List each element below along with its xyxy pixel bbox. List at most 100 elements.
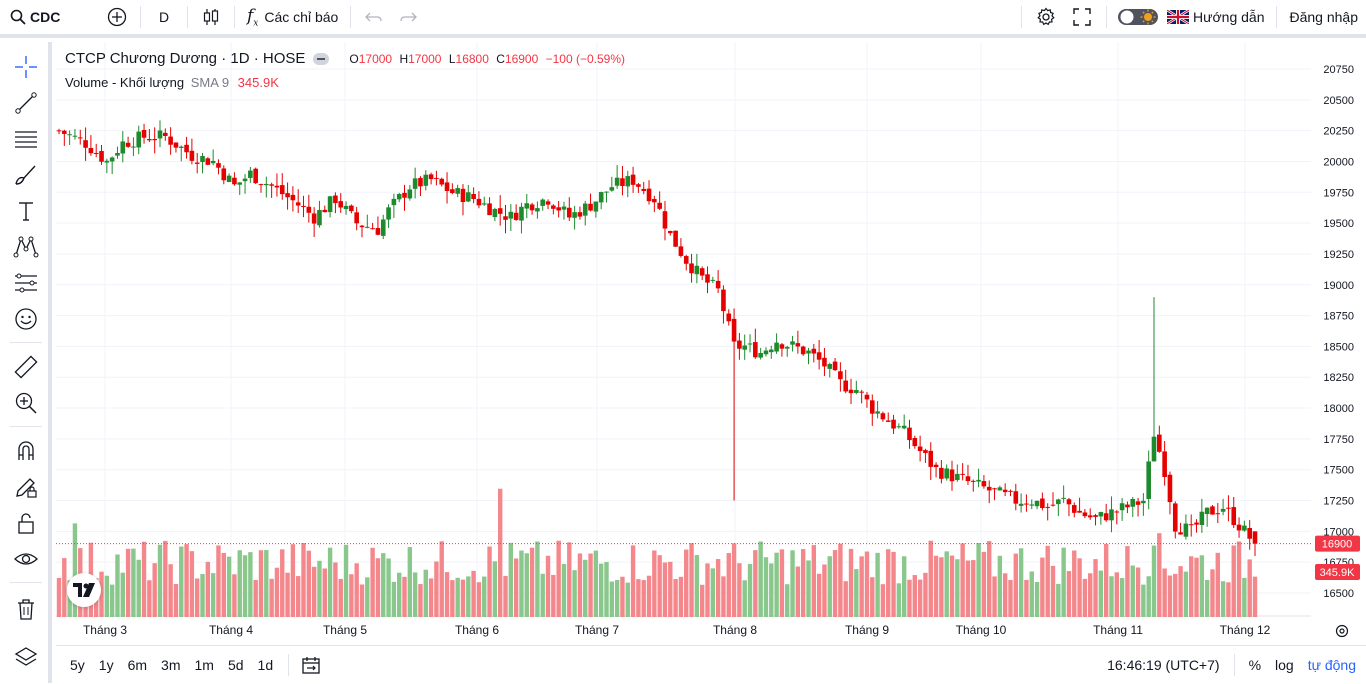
candle-body xyxy=(1215,513,1221,515)
y-tick-label: 19250 xyxy=(1323,249,1354,261)
tradingview-logo[interactable] xyxy=(67,573,101,607)
symbol-label: CDC xyxy=(30,9,61,25)
volume-bar xyxy=(115,554,120,617)
lock-tool[interactable] xyxy=(8,508,44,538)
brush-tool[interactable] xyxy=(8,160,44,190)
theme-toggle[interactable] xyxy=(1113,0,1163,36)
percent-toggle[interactable]: % xyxy=(1248,657,1262,673)
interval-label: D xyxy=(158,9,170,25)
volume-bar xyxy=(774,552,779,617)
chart-area[interactable]: 20750 20500 20250 20000 19750 19500 19250 19000… xyxy=(56,42,1366,645)
candle-body xyxy=(1119,503,1125,511)
ruler-tool[interactable] xyxy=(8,352,44,382)
candle-body xyxy=(386,207,391,220)
candle-body xyxy=(529,204,535,211)
trendline-tool[interactable] xyxy=(8,88,44,118)
y-tick-label: 17250 xyxy=(1323,496,1354,508)
volume-bar xyxy=(157,544,163,617)
y-tick-label: 20500 xyxy=(1323,95,1354,107)
volume-bar xyxy=(1050,565,1056,617)
visibility-tool[interactable] xyxy=(8,544,44,574)
magnet-tool[interactable] xyxy=(8,436,44,466)
compare-button[interactable] xyxy=(100,0,134,36)
timeframe-1m[interactable]: 1m xyxy=(194,656,214,673)
timeframe-1d[interactable]: 1d xyxy=(257,656,274,673)
crosshair-tool[interactable] xyxy=(8,52,44,82)
volume-bar xyxy=(928,540,933,617)
volume-bar xyxy=(1002,573,1008,617)
undo-icon xyxy=(365,12,382,22)
pattern-tool[interactable] xyxy=(8,232,44,262)
volume-bar xyxy=(125,548,131,617)
candle-body xyxy=(147,139,152,141)
candle-body xyxy=(1056,499,1061,505)
axis-settings-icon-center xyxy=(1339,628,1345,634)
divider xyxy=(1233,654,1235,676)
x-tick-label: Tháng 6 xyxy=(455,623,499,637)
candle-body xyxy=(1252,531,1258,544)
symbol-search[interactable]: CDC xyxy=(0,0,100,36)
volume-bar xyxy=(450,580,455,617)
volume-bar xyxy=(195,578,200,617)
settings-button[interactable] xyxy=(1028,0,1064,36)
timeframe-3m[interactable]: 3m xyxy=(161,656,181,673)
timeframe-5d[interactable]: 5d xyxy=(227,656,244,673)
fib-tool[interactable] xyxy=(8,124,44,154)
low-value: 16800 xyxy=(455,51,489,66)
measure-tool[interactable] xyxy=(8,268,44,298)
lock-drawings-tool[interactable] xyxy=(8,472,44,502)
login-button[interactable]: Đăng nhập xyxy=(1283,0,1366,36)
volume-bar xyxy=(721,576,726,617)
log-toggle[interactable]: log xyxy=(1275,657,1294,673)
text-icon xyxy=(19,202,33,221)
timeframe-5y[interactable]: 5y xyxy=(70,656,85,673)
drawing-toolbar xyxy=(0,42,52,683)
auto-scale-toggle[interactable]: tự động xyxy=(1307,657,1356,673)
guide-link[interactable]: Hướng dẫn xyxy=(1163,0,1270,36)
text-tool[interactable] xyxy=(8,196,44,226)
interval-button[interactable]: D xyxy=(147,0,181,36)
remove-drawings-tool[interactable] xyxy=(8,594,44,624)
volume-bar xyxy=(524,553,529,617)
redo-button[interactable] xyxy=(391,0,425,36)
volume-bar xyxy=(189,551,195,617)
indicators-button[interactable]: fx Các chỉ báo xyxy=(241,0,344,36)
candle-body xyxy=(418,177,423,187)
candle-body xyxy=(1172,503,1178,532)
high-value: 17000 xyxy=(408,51,442,66)
volume-bar xyxy=(184,544,189,617)
price-chart[interactable]: 20750 20500 20250 20000 19750 19500 19250 19000… xyxy=(56,42,1366,645)
date-range-button[interactable] xyxy=(301,655,321,675)
trash-icon xyxy=(18,599,34,620)
candle-body xyxy=(242,178,248,182)
candle-body xyxy=(843,380,849,392)
candle-body xyxy=(795,343,801,347)
volume-bar xyxy=(62,558,67,617)
volume-bar xyxy=(875,552,880,617)
fullscreen-button[interactable] xyxy=(1064,0,1100,36)
volume-bar xyxy=(556,540,561,617)
volume-bar xyxy=(296,576,301,617)
collapse-legend-icon[interactable] xyxy=(313,52,330,65)
y-tick-label: 18250 xyxy=(1323,372,1354,384)
object-tree-tool[interactable] xyxy=(8,642,44,672)
volume-bar xyxy=(912,575,918,617)
clock-label[interactable]: 16:46:19 (UTC+7) xyxy=(1107,657,1220,673)
zoom-tool[interactable] xyxy=(8,388,44,418)
fullscreen-icon xyxy=(1073,8,1091,26)
volume-bar xyxy=(1146,576,1151,617)
timeframe-1y[interactable]: 1y xyxy=(98,656,114,673)
candle-body xyxy=(986,486,992,491)
undo-button[interactable] xyxy=(357,0,391,36)
volume-bar xyxy=(1013,553,1018,617)
volume-bar xyxy=(1194,557,1199,617)
candle-body xyxy=(1247,527,1252,539)
volume-bar xyxy=(1204,579,1210,617)
emoji-tool[interactable] xyxy=(8,304,44,334)
volume-bar xyxy=(487,546,492,617)
candle-body xyxy=(577,212,583,217)
volume-bar xyxy=(476,582,482,617)
login-label: Đăng nhập xyxy=(1289,9,1358,25)
chart-type-button[interactable] xyxy=(194,0,228,36)
timeframe-6m[interactable]: 6m xyxy=(127,656,148,673)
